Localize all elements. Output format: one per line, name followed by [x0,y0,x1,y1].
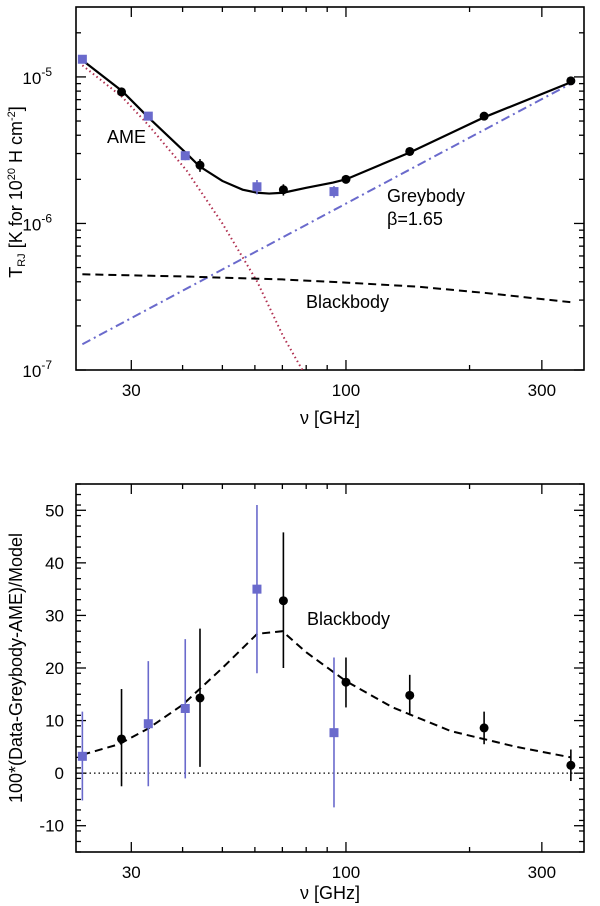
y-label-sub: RJ [16,253,28,266]
bottom-y-tick-label: 50 [45,501,64,520]
bottom-blue-data-point [180,703,190,713]
greybody-label: Greybody [387,186,465,206]
bottom-blue-data-point [77,751,87,761]
top-blue-data-point [143,111,153,121]
y-label-unit: H cm [6,121,26,168]
top-black-data-point [117,87,127,97]
top-y-tick-label: 10-7 [22,358,52,381]
beta-label: β=1.65 [387,209,443,229]
bottom-blue-data-point [143,719,153,729]
top-black-data-point [566,76,576,86]
y-label-close: ] [6,106,26,111]
y-tick-exp: -5 [41,65,52,79]
ame-label: AME [107,127,146,147]
top-total-model-curve [81,59,572,195]
y-label-exp: 20 [6,168,18,180]
y-label-rest: [K for 10 [6,180,26,253]
top-blue-data-point [329,187,339,197]
bottom-black-data-point [479,723,489,733]
top-greybody-1-65-curve [81,82,572,346]
top-y-tick-label: 10-5 [22,65,52,88]
top-y-axis-label: TRJ [K for 1020 H cm-2] [6,106,28,278]
top-black-data-point [278,185,288,195]
bottom-black-data-point [566,760,576,770]
top-black-data-point [479,111,489,121]
blackbody-label-bottom: Blackbody [307,609,390,629]
bottom-blue-data-point [329,728,339,738]
top-x-tick-label: 300 [528,381,556,400]
top-ame-curve [81,64,304,370]
top-plot-frame [75,6,585,371]
y-label-main: T [6,267,26,278]
bottom-black-data-point [405,690,415,700]
top-points [77,54,576,198]
top-x-axis-label: ν [GHz] [300,408,360,428]
bottom-y-axis-label: 100*(Data-Greybody-AME)/Model [6,533,26,803]
top-blackbody-curve [82,273,571,304]
bottom-points [77,505,576,808]
y-tick-base: 10 [22,215,41,234]
top-x-tick-label: 100 [332,381,360,400]
bottom-panel: 30 100 300 -10 0 10 20 30 40 50 Blackbody ν [GHz]… [6,483,585,903]
bottom-black-data-point [117,734,127,744]
bottom-y-tick-label: 40 [45,554,64,573]
y-tick-exp: -6 [41,211,52,225]
y-label-unit-exp: -2 [6,111,18,121]
y-tick-base: 10 [22,362,41,381]
top-x-tick-label: 30 [122,381,141,400]
bottom-x-tick-label: 300 [528,863,556,882]
top-blue-data-point [180,151,190,161]
top-black-data-point [341,174,351,184]
top-black-data-point [405,146,415,156]
bottom-blackbody-curve [82,630,572,759]
bottom-y-tick-label: -10 [39,817,64,836]
bottom-blue-data-point [252,584,262,594]
y-tick-exp: -7 [41,358,52,372]
bottom-x-axis-label: ν [GHz] [300,883,360,903]
top-y-tick-label: 10-6 [22,211,52,234]
bottom-y-tick-label: 10 [45,712,64,731]
bottom-ticks: 30 100 300 -10 0 10 20 30 40 50 [39,483,584,882]
bottom-black-data-point [278,596,288,606]
top-curves [81,59,572,370]
bottom-black-data-point [341,677,351,687]
bottom-black-data-point [195,693,205,703]
bottom-y-tick-label: 20 [45,659,64,678]
blackbody-label-top: Blackbody [306,292,389,312]
bottom-x-tick-label: 100 [332,863,360,882]
bottom-y-tick-label: 30 [45,606,64,625]
top-black-data-point [195,160,205,170]
top-blue-data-point [252,182,262,192]
bottom-curves [76,630,584,774]
bottom-x-tick-label: 30 [122,863,141,882]
bottom-y-tick-label: 0 [55,764,64,783]
y-tick-base: 10 [22,69,41,88]
top-blue-data-point [77,54,87,64]
bottom-plot-frame [75,483,585,853]
